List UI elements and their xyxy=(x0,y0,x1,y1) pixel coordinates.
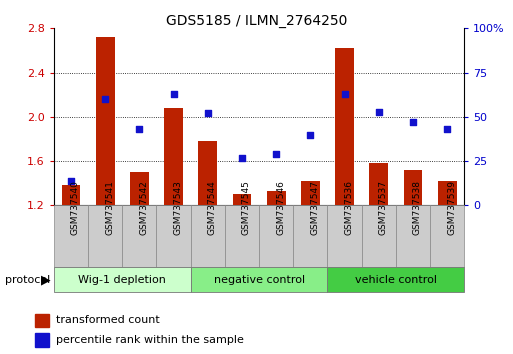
Bar xyxy=(88,205,122,267)
Point xyxy=(67,178,75,183)
Bar xyxy=(96,37,114,205)
Bar xyxy=(301,181,320,205)
Bar xyxy=(438,181,457,205)
Bar xyxy=(156,205,191,267)
Bar xyxy=(293,205,327,267)
Bar xyxy=(369,163,388,205)
Text: GSM737543: GSM737543 xyxy=(173,180,183,235)
Text: negative control: negative control xyxy=(213,275,305,285)
Text: transformed count: transformed count xyxy=(55,315,160,325)
Bar xyxy=(327,267,464,292)
Text: GDS5185 / ILMN_2764250: GDS5185 / ILMN_2764250 xyxy=(166,14,347,28)
Bar xyxy=(267,191,286,205)
Bar xyxy=(362,205,396,267)
Point xyxy=(341,91,349,97)
Point xyxy=(101,96,109,102)
Bar xyxy=(62,185,81,205)
Text: GSM737540: GSM737540 xyxy=(71,180,80,235)
Text: GSM737537: GSM737537 xyxy=(379,180,388,235)
Point xyxy=(272,151,280,157)
Bar xyxy=(130,172,149,205)
Bar xyxy=(164,108,183,205)
Text: GSM737544: GSM737544 xyxy=(208,180,217,235)
Bar xyxy=(54,267,191,292)
Bar xyxy=(54,205,88,267)
Bar xyxy=(35,333,49,347)
Point xyxy=(135,126,144,132)
Point xyxy=(306,132,314,137)
Point xyxy=(238,155,246,160)
Text: ▶: ▶ xyxy=(41,273,50,286)
Text: Wig-1 depletion: Wig-1 depletion xyxy=(78,275,166,285)
Bar xyxy=(191,267,327,292)
Bar xyxy=(335,48,354,205)
Point xyxy=(443,126,451,132)
Point xyxy=(204,110,212,116)
Point xyxy=(409,119,417,125)
Bar xyxy=(35,314,49,327)
Bar xyxy=(191,205,225,267)
Bar xyxy=(430,205,464,267)
Bar xyxy=(225,205,259,267)
Bar xyxy=(199,141,217,205)
Text: GSM737541: GSM737541 xyxy=(105,180,114,235)
Text: GSM737536: GSM737536 xyxy=(345,180,353,235)
Bar xyxy=(404,170,422,205)
Bar xyxy=(232,194,251,205)
Bar xyxy=(396,205,430,267)
Bar xyxy=(259,205,293,267)
Text: vehicle control: vehicle control xyxy=(355,275,437,285)
Point xyxy=(374,109,383,114)
Text: percentile rank within the sample: percentile rank within the sample xyxy=(55,335,244,345)
Bar xyxy=(327,205,362,267)
Text: GSM737539: GSM737539 xyxy=(447,180,456,235)
Text: protocol: protocol xyxy=(5,275,50,285)
Text: GSM737545: GSM737545 xyxy=(242,180,251,235)
Text: GSM737547: GSM737547 xyxy=(310,180,320,235)
Text: GSM737546: GSM737546 xyxy=(276,180,285,235)
Text: GSM737538: GSM737538 xyxy=(413,180,422,235)
Text: GSM737542: GSM737542 xyxy=(140,180,148,235)
Bar xyxy=(122,205,156,267)
Point xyxy=(169,91,177,97)
